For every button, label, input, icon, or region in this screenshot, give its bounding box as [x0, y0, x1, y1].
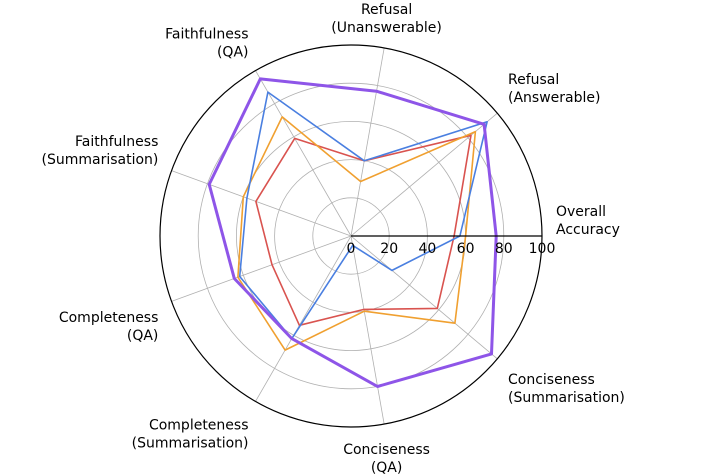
axis-spoke: [350, 235, 498, 360]
axis-label-conciseness-summarisation: Conciseness (Summarisation): [508, 372, 625, 406]
r-tick-label: 0: [347, 241, 356, 257]
axis-label-line: Accuracy: [556, 222, 620, 238]
axis-label-line: Conciseness: [343, 442, 430, 458]
axis-label-line: (QA): [127, 328, 159, 344]
axis-spoke: [171, 235, 352, 302]
axis-label-line: Refusal: [361, 2, 412, 18]
axis-label-line: Completeness: [149, 418, 249, 434]
axis-label-line: Completeness: [59, 310, 159, 326]
axis-label-completeness-summarisation: Completeness (Summarisation): [132, 418, 249, 452]
axis-label-conciseness-qa: Conciseness (QA): [343, 442, 430, 474]
series-line-4: [207, 77, 498, 388]
series-line-1: [255, 134, 472, 327]
r-tick-label: 20: [380, 241, 398, 257]
axis-label-faithfulness-qa: Faithfulness (QA): [165, 27, 248, 61]
series-line-2: [237, 116, 477, 351]
axis-label-line: (Summarisation): [42, 152, 159, 168]
axis-label-refusal-answerable: Refusal (Answerable): [508, 72, 600, 106]
axis-spoke: [171, 170, 352, 237]
axis-label-line: Conciseness: [508, 372, 595, 388]
axis-spoke: [255, 70, 352, 237]
series-line-3: [238, 91, 488, 340]
axis-label-line: (Summarisation): [132, 436, 249, 452]
axis-label-line: Refusal: [508, 72, 559, 88]
axis-label-line: (QA): [217, 45, 249, 61]
axis-label-line: (QA): [371, 460, 403, 474]
r-tick-label: 100: [529, 241, 556, 257]
axis-label-line: (Unanswerable): [331, 20, 442, 36]
axis-spoke: [350, 112, 498, 237]
axis-label-line: (Answerable): [508, 90, 600, 106]
r-tick-label: 40: [418, 241, 436, 257]
axis-label-overall: Overall Accuracy: [556, 204, 620, 238]
axis-label-line: Faithfulness: [165, 27, 248, 43]
axis-label-line: Faithfulness: [75, 134, 158, 150]
r-tick-label: 80: [495, 241, 513, 257]
axis-label-line: (Summarisation): [508, 390, 625, 406]
axis-spoke: [350, 235, 385, 425]
r-tick-label: 60: [457, 241, 475, 257]
axis-label-refusal-unanswerable: Refusal (Unanswerable): [331, 2, 442, 36]
axis-label-faithfulness-summarisation: Faithfulness (Summarisation): [42, 134, 159, 168]
axis-label-completeness-qa: Completeness (QA): [59, 310, 159, 344]
axis-label-line: Overall: [556, 204, 606, 220]
axis-spoke: [350, 47, 385, 237]
axis-spoke: [255, 235, 352, 402]
